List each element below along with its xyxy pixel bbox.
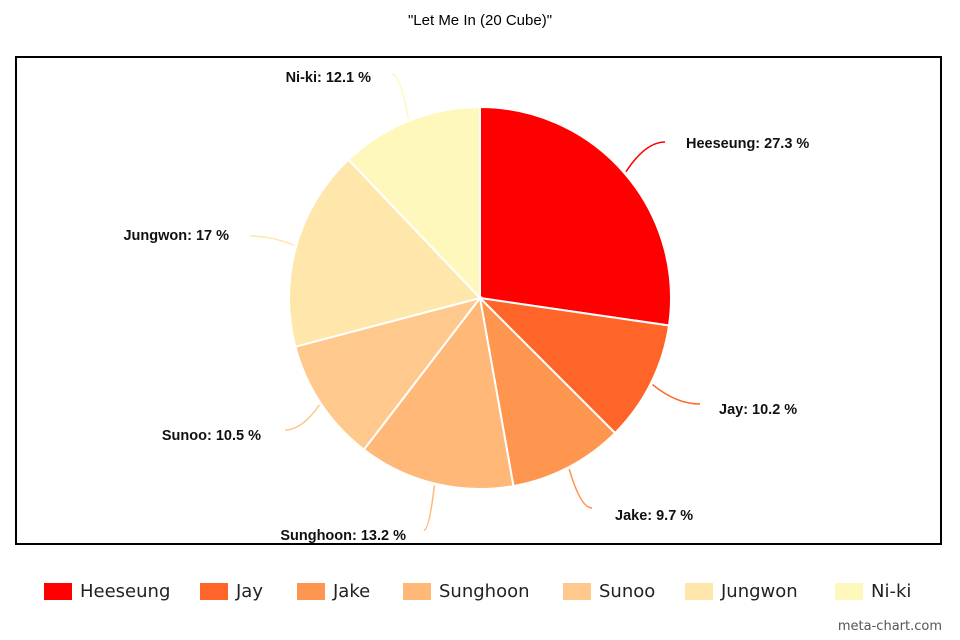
pie-slice-sunghoon xyxy=(362,295,515,490)
legend-swatch xyxy=(200,582,228,600)
slice-label-sunoo: Sunoo: 10.5 % xyxy=(162,428,261,444)
leader-line-heeseung xyxy=(625,141,666,173)
leader-line-jake xyxy=(568,468,593,509)
pie-slice-jay xyxy=(477,296,671,435)
leader-line-jay xyxy=(652,383,701,405)
legend-label: Ni-ki xyxy=(871,580,912,602)
slice-label-ni-ki: Ni-ki: 12.1 % xyxy=(286,70,372,86)
legend-swatch xyxy=(685,582,713,600)
watermark: meta-chart.com xyxy=(837,619,942,634)
slice-label-jake: Jake: 9.7 % xyxy=(615,508,693,524)
legend-item-heeseung[interactable]: Heeseung xyxy=(44,576,170,606)
chart-title: "Let Me In (20 Cube)" xyxy=(407,12,553,29)
legend-label: Jay xyxy=(236,580,263,602)
legend-item-sunoo[interactable]: Sunoo xyxy=(563,576,655,606)
legend-item-jake[interactable]: Jake xyxy=(297,576,370,606)
pie-slice-jake xyxy=(478,295,617,488)
legend-item-sunghoon[interactable]: Sunghoon xyxy=(403,576,530,606)
leader-line-sunoo xyxy=(284,404,320,431)
pie-slice-heeseung xyxy=(479,105,672,327)
slice-label-jungwon: Jungwon: 17 % xyxy=(123,228,229,244)
leader-line-sunghoon xyxy=(423,485,436,531)
slice-label-jay: Jay: 10.2 % xyxy=(719,402,797,418)
legend-swatch xyxy=(563,582,591,600)
legend-item-jay[interactable]: Jay xyxy=(200,576,263,606)
legend-label: Jungwon xyxy=(721,580,798,602)
legend-label: Jake xyxy=(333,580,371,602)
legend: Heeseung Jay Jake Sunghoon Sunoo Jungwon Ni-ki xyxy=(0,576,960,606)
pie-slice-jungwon xyxy=(288,158,482,348)
legend-swatch xyxy=(297,582,325,600)
legend-item-ni-ki[interactable]: Ni-ki xyxy=(835,576,911,606)
pie-slice-sunoo xyxy=(294,296,483,452)
legend-swatch xyxy=(44,582,72,600)
slice-label-sunghoon: Sunghoon: 13.2 % xyxy=(280,528,406,544)
slice-label-heeseung: Heeseung: 27.3 % xyxy=(686,136,809,152)
plot-frame xyxy=(15,56,942,545)
pie-slice-ni-ki xyxy=(346,105,481,301)
legend-label: Sunoo xyxy=(599,580,656,602)
legend-label: Heeseung xyxy=(80,580,171,602)
legend-swatch xyxy=(835,582,863,600)
leader-line-jungwon xyxy=(249,235,295,247)
leader-line-ni-ki xyxy=(391,73,410,119)
legend-item-jungwon[interactable]: Jungwon xyxy=(685,576,798,606)
legend-label: Sunghoon xyxy=(439,580,530,602)
legend-swatch xyxy=(403,582,431,600)
